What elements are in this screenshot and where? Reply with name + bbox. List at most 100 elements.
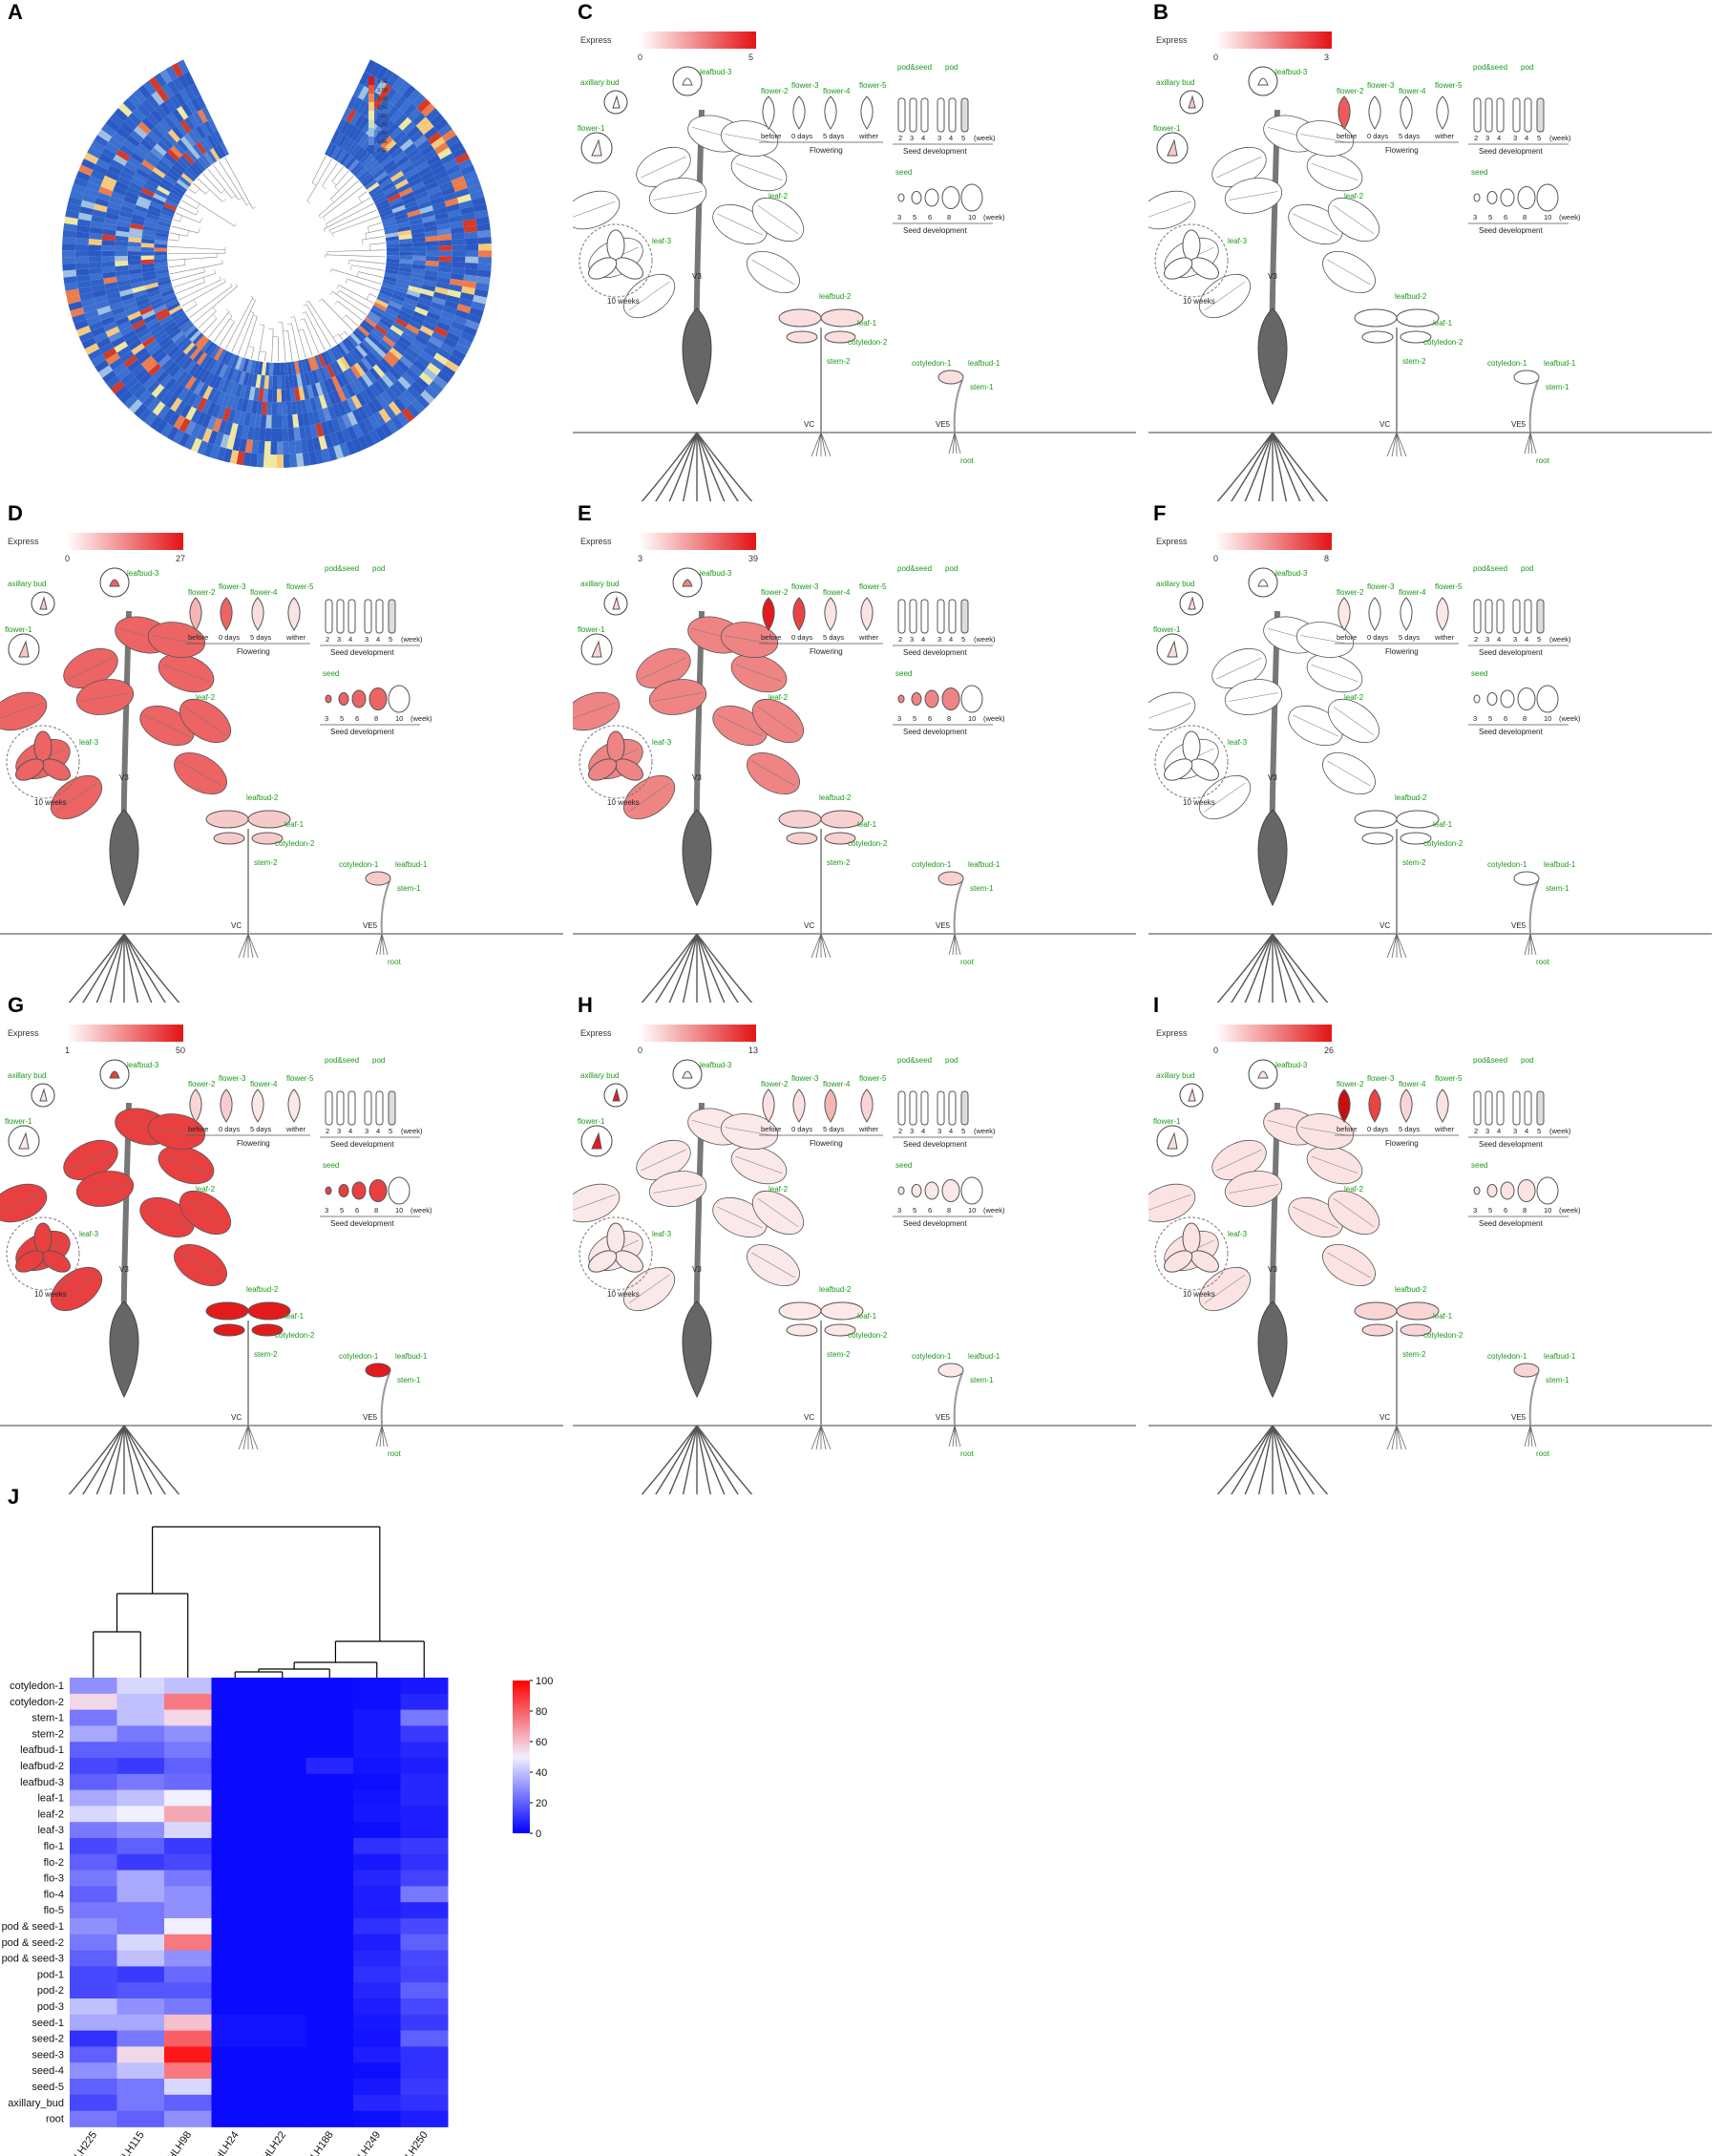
heatmap-cell [182, 342, 196, 355]
pod-label: pod [945, 1056, 958, 1065]
heatmap-cell [156, 224, 171, 231]
heatmap-cell [88, 262, 102, 269]
leaf-vein [1327, 259, 1371, 285]
heatmap-cell [137, 302, 152, 311]
heatmap-cell [432, 375, 448, 390]
root [123, 933, 153, 1003]
heatmap-cell [384, 87, 398, 102]
heatmap-cell [336, 343, 347, 357]
heatmap-cell [355, 167, 369, 180]
heatmap-cell [387, 328, 401, 340]
heatmap-cell [113, 154, 128, 166]
week-label: 4 [949, 635, 953, 644]
heatmap-cell [415, 116, 431, 131]
tree-arc [196, 209, 200, 216]
leaf-1-label: leaf-1 [1433, 1312, 1453, 1321]
heatmap-cell [106, 291, 121, 301]
legend-swatch [369, 102, 374, 111]
heatmap-cell [193, 381, 205, 395]
heatmap-cell [137, 196, 152, 205]
stem-2-label: stem-2 [254, 858, 278, 867]
heatmap-cell [84, 343, 100, 355]
heatmap-cell [289, 454, 298, 468]
heatmap-cell [142, 376, 157, 391]
heatmap-cell [347, 95, 359, 110]
pod-shape [909, 97, 917, 133]
root [123, 933, 180, 1003]
heatmap-cell [152, 401, 166, 416]
heatmap-cell [70, 1678, 117, 1695]
heatmap-cell [356, 99, 369, 115]
heatmap-cell [164, 2030, 212, 2047]
legend-tick: 3.0E [377, 96, 389, 102]
circular-heatmap-rings [62, 59, 492, 468]
heatmap-cell [202, 137, 214, 151]
heatmap-cell [173, 414, 186, 430]
heatmap-cell [128, 237, 142, 243]
heatmap-cell [426, 311, 441, 322]
heatmap-cell [157, 311, 171, 322]
pod-shape [336, 1090, 345, 1126]
heatmap-cell [415, 394, 431, 410]
week-label: 3 [365, 1127, 369, 1135]
heatmap-cell [164, 1853, 212, 1871]
seed-dev-label: Seed development [330, 1140, 394, 1149]
heatmap-cell [406, 347, 420, 360]
col-label: GmbHLH24 [200, 2129, 242, 2156]
heatmap-cell [259, 1918, 306, 1935]
heatmap-cell [95, 198, 110, 207]
pod-shape [897, 599, 906, 634]
tree-branch [224, 157, 253, 209]
heatmap-cell [353, 2062, 401, 2080]
vc-root [1391, 432, 1398, 457]
leafbud-2-label: leafbud-2 [819, 793, 852, 802]
col-label: GmbHLH188 [291, 2129, 336, 2156]
heatmap-cell [401, 371, 415, 386]
leaf-3-leaflet [15, 1250, 45, 1273]
flower-label: flower-5 [859, 582, 887, 591]
root [1272, 432, 1315, 501]
stem-2-label: stem-2 [827, 858, 851, 867]
heatmap-cell [211, 1806, 260, 1823]
week-label: 4 [921, 1127, 925, 1135]
heatmap-cell [400, 2094, 449, 2112]
heatmap-cell [405, 204, 420, 214]
heatmap-cell [296, 453, 305, 467]
heatmap-cell [399, 238, 413, 244]
root-label: root [388, 958, 402, 966]
heatmap-cell [477, 236, 492, 244]
vc-label: VC [1379, 1413, 1390, 1422]
tree-branch [243, 316, 258, 357]
pod-shape [909, 599, 917, 634]
flowering-label: Flowering [1385, 146, 1419, 155]
heatmap-cell [425, 260, 439, 267]
flowering-label: Flowering [810, 1139, 843, 1148]
heatmap-cell [134, 403, 148, 418]
heatmap-cell [188, 362, 200, 376]
heatmap-cell [286, 362, 293, 376]
vc-root [811, 933, 822, 959]
leaf-vein [1311, 664, 1358, 683]
pod-shape [1485, 97, 1493, 133]
heatmap-cell [454, 187, 470, 199]
tree-arc [179, 215, 183, 222]
heatmap-cell [352, 347, 365, 361]
heatmap-cell [211, 2046, 260, 2063]
ve5-root [379, 1425, 383, 1448]
heatmap-cell [356, 149, 369, 162]
flower-1-label: flower-1 [578, 625, 605, 634]
vc-leaf [247, 810, 291, 829]
heatmap-cell [423, 149, 438, 161]
heatmap-cell [76, 280, 92, 289]
panel-letter-a: A [8, 0, 23, 24]
heatmap-cell [223, 421, 233, 436]
heatmap-cell [111, 336, 126, 349]
seed-week-label: 6 [1504, 213, 1507, 222]
heatmap-cell [259, 2030, 306, 2047]
heatmap-cell [353, 2046, 401, 2063]
heatmap-cell [323, 379, 332, 393]
tree-branch [332, 216, 380, 234]
row-label: seed-3 [32, 2049, 64, 2061]
heatmap-cell [435, 218, 451, 226]
week-label: 2 [898, 1127, 902, 1135]
